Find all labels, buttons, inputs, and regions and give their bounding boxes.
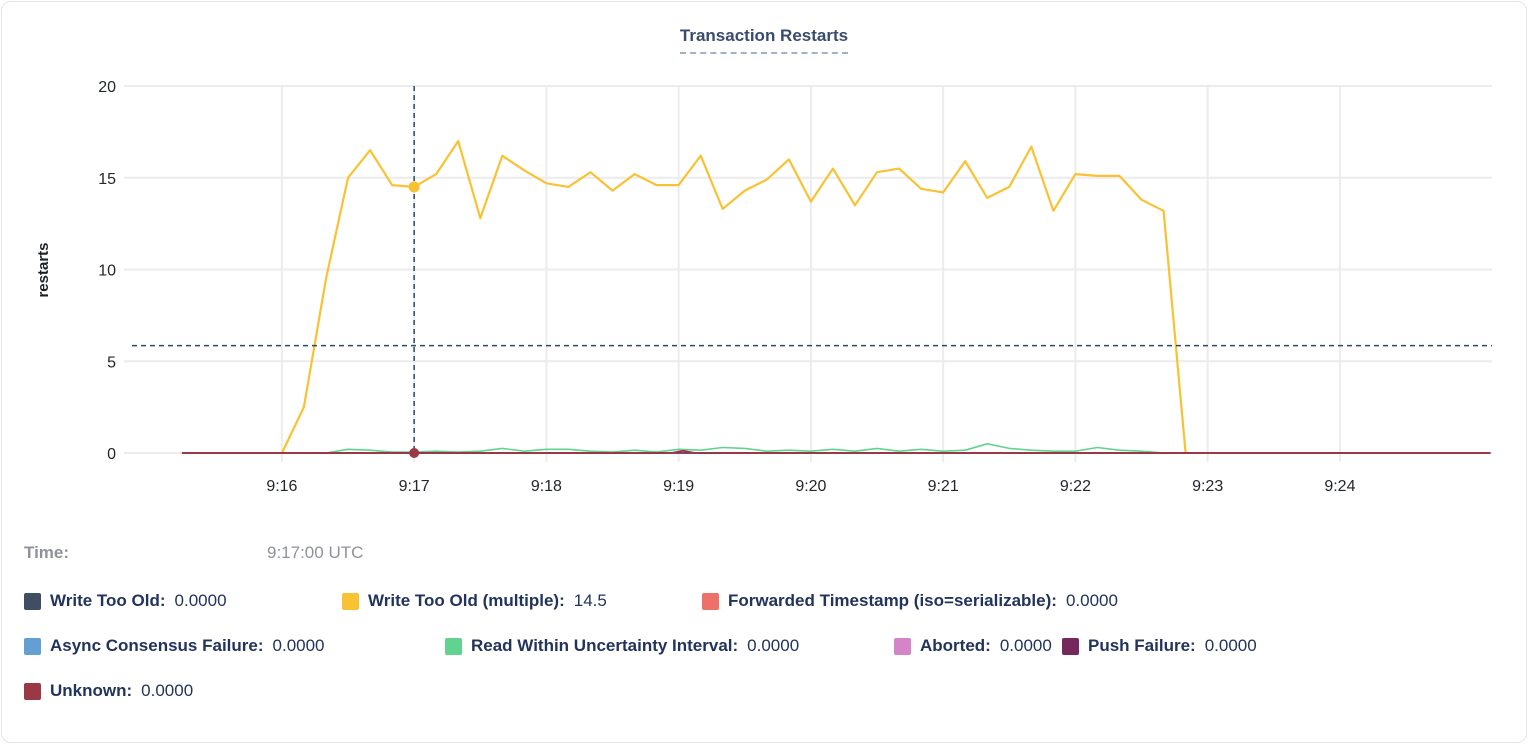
- legend-item[interactable]: Write Too Old: 0.0000: [24, 591, 342, 611]
- y-tick-label: 0: [107, 446, 116, 463]
- legend-item-value: 0.0000: [174, 591, 227, 610]
- hover-time-row: Time: 9:17:00 UTC: [24, 543, 363, 563]
- chart-header: Transaction Restarts: [2, 26, 1526, 54]
- series-line: [181, 449, 1491, 454]
- legend-item[interactable]: Write Too Old (multiple): 14.5: [342, 591, 702, 611]
- hover-point: [408, 181, 420, 193]
- legend-item-value: 0.0000: [272, 636, 325, 655]
- transaction-restarts-chart[interactable]: 0 5 10 15 20 9:16 9:17 9:18 9:19 9:20 9:21 9:22 9:23…: [2, 2, 1527, 522]
- legend-swatch-icon: [445, 637, 462, 655]
- y-tick-label: 15: [98, 171, 116, 188]
- chart-title[interactable]: Transaction Restarts: [679, 26, 849, 54]
- legend-item[interactable]: Forwarded Timestamp (iso=serializable): 0…: [702, 591, 1118, 611]
- legend-item-label: Unknown:: [50, 681, 133, 700]
- x-tick-label: 9:18: [531, 478, 562, 495]
- legend-swatch-icon: [24, 637, 41, 655]
- legend-row: Write Too Old: 0.0000 Write Too Old (multi…: [24, 591, 1118, 611]
- x-tick-label: 9:24: [1324, 478, 1355, 495]
- y-axis-title: restarts: [35, 242, 52, 297]
- x-tick-label: 9:17: [399, 478, 430, 495]
- legend-item[interactable]: Aborted: 0.0000: [894, 636, 1062, 656]
- legend-item-label: Forwarded Timestamp (iso=serializable):: [728, 591, 1057, 610]
- y-tick-label: 10: [98, 263, 116, 280]
- legend-item-label: Aborted:: [920, 636, 991, 655]
- hover-point: [409, 448, 420, 458]
- legend-item-label: Async Consensus Failure:: [50, 636, 264, 655]
- x-tick-label: 9:21: [928, 478, 959, 495]
- x-tick-label: 9:16: [266, 478, 297, 495]
- series-line: [280, 140, 1187, 455]
- legend-swatch-icon: [24, 592, 41, 610]
- legend-item-label: Push Failure:: [1088, 636, 1196, 655]
- legend-swatch-icon: [342, 592, 359, 610]
- legend-item[interactable]: Read Within Uncertainty Interval: 0.0000: [445, 636, 894, 656]
- y-tick-label: 5: [107, 354, 116, 371]
- legend-swatch-icon: [702, 592, 719, 610]
- legend-item-label: Write Too Old (multiple):: [368, 591, 565, 610]
- legend-item-value: 0.0000: [1065, 591, 1118, 610]
- legend-item[interactable]: Push Failure: 0.0000: [1062, 636, 1257, 656]
- x-tick-label: 9:22: [1060, 478, 1091, 495]
- chart-grid: 0 5 10 15 20 9:16 9:17 9:18 9:19 9:20 9:21 9:22 9:23…: [98, 79, 1492, 495]
- hover-time-value: 9:17:00 UTC: [267, 543, 364, 562]
- legend-item[interactable]: Unknown: 0.0000: [24, 681, 193, 701]
- x-tick-label: 9:19: [663, 478, 694, 495]
- legend-row: Unknown: 0.0000: [24, 681, 193, 701]
- hover-time-label: Time:: [24, 543, 70, 562]
- legend-item-value: 0.0000: [1204, 636, 1257, 655]
- legend-item[interactable]: Async Consensus Failure: 0.0000: [24, 636, 445, 656]
- series-line: [325, 442, 1165, 454]
- legend-item-label: Read Within Uncertainty Interval:: [471, 636, 739, 655]
- hover-crosshair: [132, 86, 1492, 458]
- legend-item-value: 0.0000: [141, 681, 194, 700]
- legend-swatch-icon: [894, 637, 911, 655]
- y-tick-label: 20: [98, 79, 116, 96]
- legend-swatch-icon: [1062, 637, 1079, 655]
- legend-item-value: 0.0000: [747, 636, 800, 655]
- legend-item-label: Write Too Old:: [50, 591, 166, 610]
- x-tick-label: 9:20: [795, 478, 826, 495]
- legend-item-value: 14.5: [573, 591, 607, 610]
- legend-row: Async Consensus Failure: 0.0000 Read Withi…: [24, 636, 1257, 656]
- legend-swatch-icon: [24, 682, 41, 700]
- legend-item-value: 0.0000: [999, 636, 1052, 655]
- x-tick-label: 9:23: [1192, 478, 1223, 495]
